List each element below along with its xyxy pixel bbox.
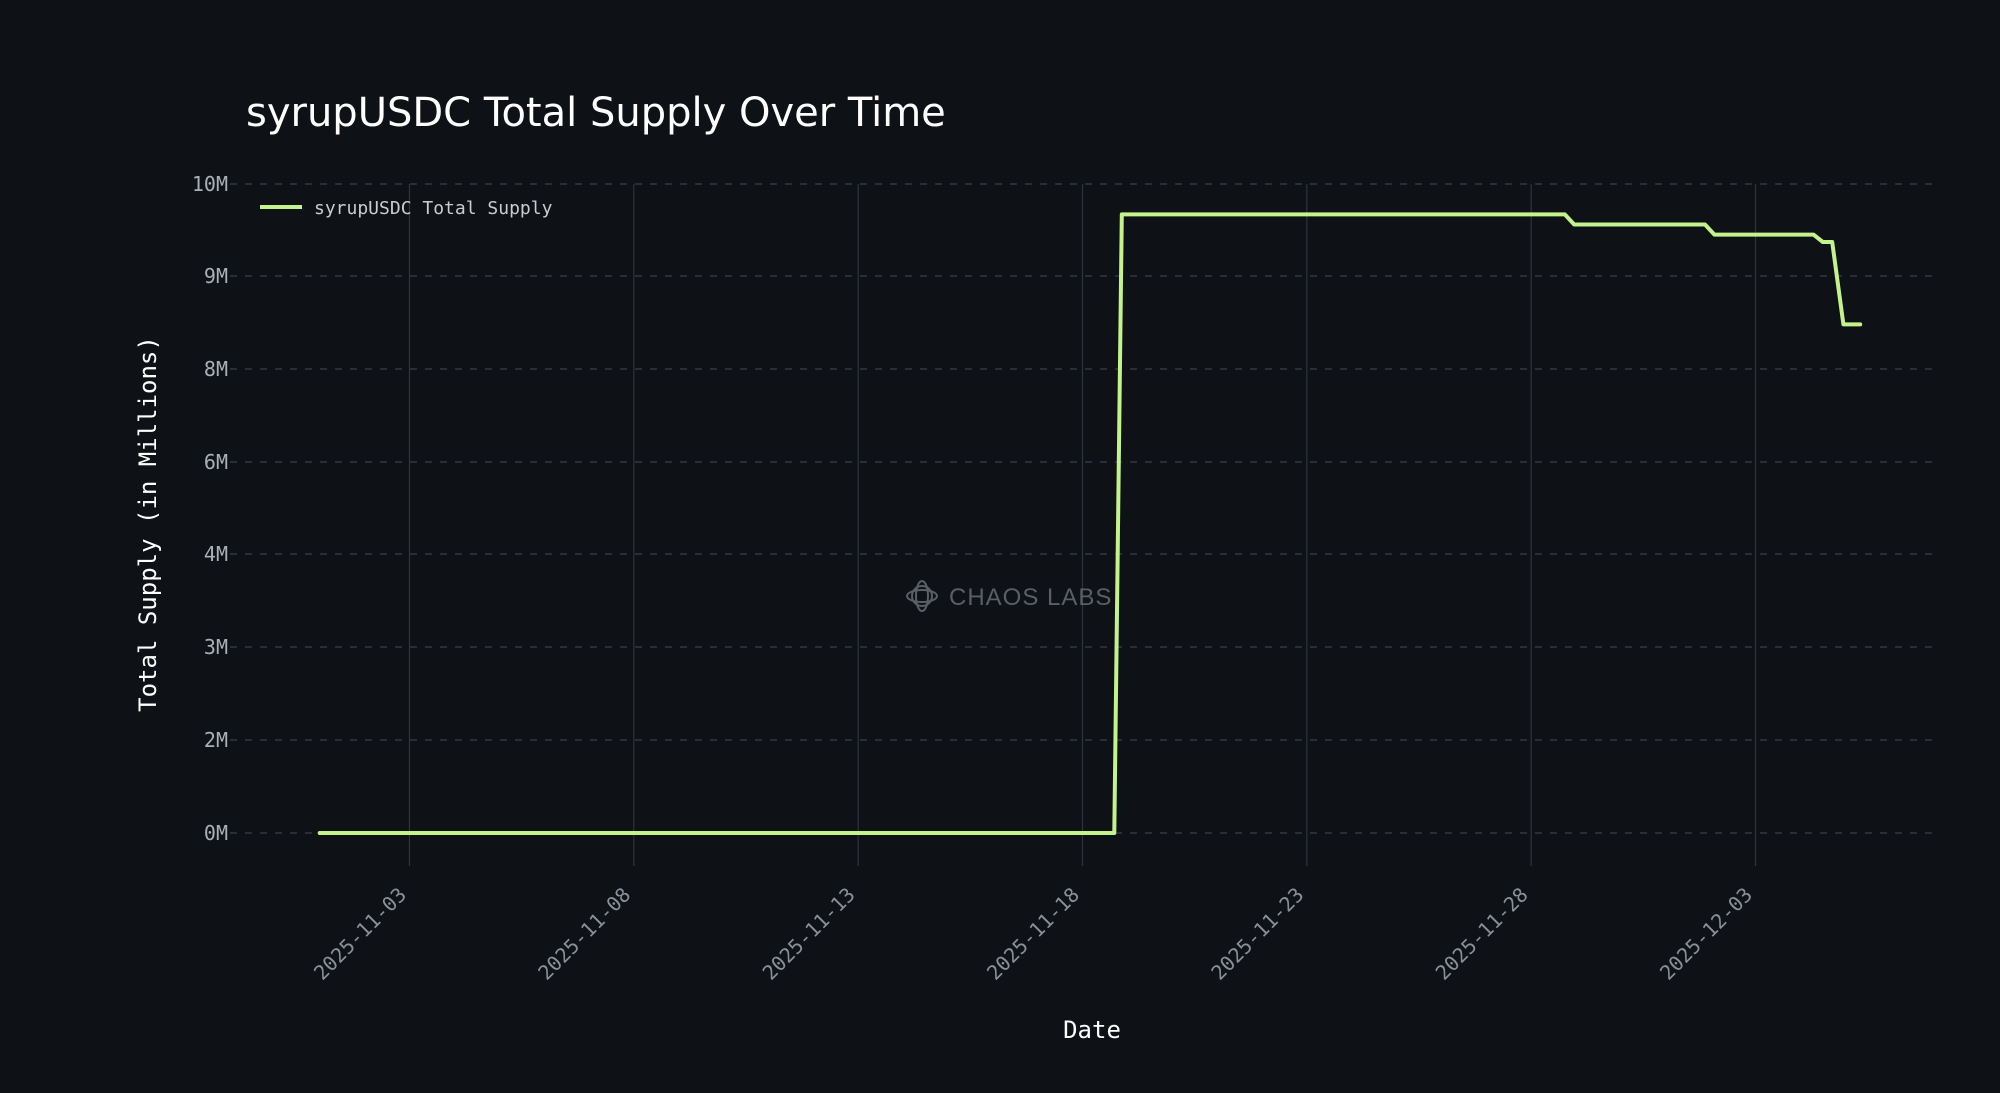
chaos-labs-logo-icon [906, 580, 938, 612]
x-tick-label: 2025-11-23 [1206, 883, 1308, 985]
series-layer [317, 212, 1863, 835]
y-tick-label: 0M [204, 821, 228, 845]
x-tick-label: 2025-11-18 [982, 883, 1084, 985]
grid [230, 183, 1935, 866]
legend-label: syrupUSDC Total Supply [314, 198, 553, 219]
x-tick-label: 2025-11-08 [533, 883, 635, 985]
y-axis-label: Total Supply (in Millions) [134, 336, 162, 712]
y-tick-label: 9M [204, 264, 228, 288]
y-tick-label: 4M [204, 542, 228, 566]
x-axis-label: Date [1063, 1016, 1121, 1044]
series-line [317, 212, 1863, 835]
x-tick-label: 2025-12-03 [1655, 883, 1757, 985]
chart-title: syrupUSDC Total Supply Over Time [246, 90, 946, 136]
y-tick-label: 3M [204, 635, 228, 659]
y-tick-label: 6M [204, 450, 228, 474]
y-tick-label: 8M [204, 357, 228, 381]
x-tick-label: 2025-11-13 [758, 883, 860, 985]
watermark-text: CHAOS LABS [949, 584, 1112, 611]
watermark: CHAOS LABS [906, 580, 1112, 612]
y-tick-label: 2M [204, 728, 228, 752]
x-tick-label: 2025-11-03 [309, 883, 411, 985]
x-axis: 2025-11-03 2025-11-08 2025-11-13 2025-11-18… [309, 883, 1757, 985]
legend: syrupUSDC Total Supply [260, 198, 553, 219]
x-tick-label: 2025-11-28 [1431, 883, 1533, 985]
y-tick-label: 10M [192, 172, 228, 196]
y-axis: 0M 2M 3M 4M 6M 8M 9M 10M [192, 172, 228, 845]
